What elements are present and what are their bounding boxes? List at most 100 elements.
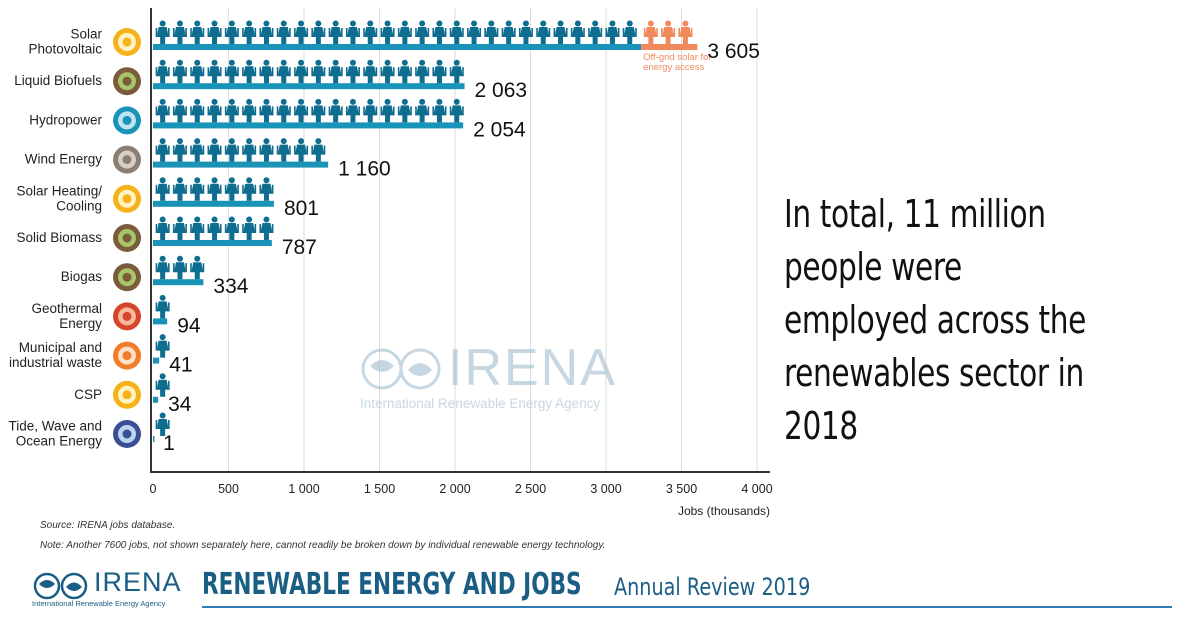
volcano-icon (113, 302, 141, 331)
bar-row (153, 59, 465, 90)
person-icon (155, 216, 170, 240)
category-label: Tide, Wave and Ocean Energy (8, 419, 102, 449)
x-axis-title: Jobs (thousands) (678, 504, 770, 518)
footer-title: RENEWABLE ENERGY AND JOBS (202, 567, 582, 602)
person-icon (622, 20, 637, 44)
person-icon (242, 177, 257, 201)
person-icon (172, 20, 187, 44)
person-icon (224, 59, 239, 84)
bar-row (153, 20, 698, 50)
person-icon (259, 20, 274, 44)
category-label: Wind Energy (25, 152, 103, 167)
person-icon (207, 98, 222, 123)
bar (153, 436, 155, 442)
bar (153, 200, 274, 207)
bar-row (153, 412, 170, 442)
x-tick-label: 500 (218, 482, 239, 496)
person-icon (536, 20, 551, 44)
person-icon (190, 216, 205, 240)
category-label: Municipal and industrial waste (9, 340, 102, 370)
person-icon (242, 20, 257, 44)
bar-row (153, 334, 170, 364)
x-tick-label: 2 500 (515, 482, 546, 496)
x-tick-label: 1 500 (364, 482, 395, 496)
person-icon (328, 59, 343, 84)
person-icon (190, 177, 205, 201)
person-icon (172, 138, 187, 162)
headline: In total, 11 million people were employe… (784, 192, 1086, 448)
bar (153, 122, 464, 129)
person-icon (155, 334, 170, 358)
person-icon (207, 20, 222, 44)
bar-row (153, 98, 464, 129)
person-icon (172, 255, 187, 280)
axes (150, 8, 770, 473)
leaf-drop-icon (113, 67, 141, 96)
person-icon (190, 20, 205, 44)
person-icon (415, 20, 430, 44)
person-icon (484, 20, 499, 44)
bar (153, 161, 329, 168)
person-icon (363, 20, 378, 44)
watermark-subtitle: International Renewable Energy Agency (360, 396, 601, 411)
person-icon (328, 20, 343, 44)
bar (153, 240, 272, 246)
person-icon (242, 98, 257, 123)
irena-logo-icon (361, 348, 441, 390)
person-icon (432, 98, 447, 123)
person-icon (155, 20, 170, 44)
person-icon (190, 138, 205, 162)
footer-banner: IRENA International Renewable Energy Age… (30, 565, 1172, 615)
person-icon (224, 138, 239, 162)
person-icon (294, 59, 309, 84)
person-icon (432, 20, 447, 44)
person-icon (345, 20, 360, 44)
person-icon (155, 294, 170, 319)
person-icon (449, 20, 464, 44)
footer-rule (202, 606, 1172, 608)
water-drop-icon (113, 106, 141, 135)
leaf-drop-icon (113, 224, 141, 252)
category-label: Solid Biomass (16, 230, 102, 245)
person-icon (276, 59, 291, 84)
person-icon (380, 20, 395, 44)
person-icon (276, 98, 291, 123)
x-tick-label: 3 000 (590, 482, 621, 496)
person-icon (190, 98, 205, 123)
value-label: 34 (168, 393, 192, 416)
person-icon (190, 255, 205, 280)
person-icon (224, 20, 239, 44)
jobs-bar-chart: 0 500 1 000 1 500 2 000 2 500 3 000 3 500 4 000 O… (8, 8, 773, 518)
person-icon (380, 59, 395, 84)
person-icon (259, 138, 274, 162)
irena-watermark: IRENA International Renewable Energy Age… (360, 339, 660, 420)
person-icon (501, 20, 516, 44)
person-icon (259, 177, 274, 201)
person-icon (259, 59, 274, 84)
source-note: Source: IRENA jobs database. (40, 520, 176, 531)
sun-icon (113, 380, 141, 409)
person-icon (311, 98, 326, 123)
x-tick-label: 2 000 (439, 482, 470, 496)
person-icon (311, 138, 326, 162)
person-icon (363, 98, 378, 123)
bar-row (153, 373, 170, 403)
value-label: 41 (169, 354, 192, 377)
person-icon (155, 98, 170, 123)
bar-row (153, 138, 329, 168)
category-label: Solar Heating/Cooling (16, 183, 102, 213)
bar-row (153, 177, 274, 207)
wind-turbine-icon (113, 145, 141, 174)
person-icon (678, 20, 693, 44)
wave-icon (113, 420, 141, 448)
value-label: 1 (163, 432, 175, 455)
person-icon (397, 98, 412, 123)
bar-row (153, 255, 205, 286)
offgrid-label: energy access (643, 62, 705, 73)
person-icon (242, 138, 257, 162)
person-icon (172, 98, 187, 123)
person-icon (588, 20, 603, 44)
person-icon (415, 59, 430, 84)
person-icon (397, 20, 412, 44)
x-tick-label: 4 000 (741, 482, 772, 496)
